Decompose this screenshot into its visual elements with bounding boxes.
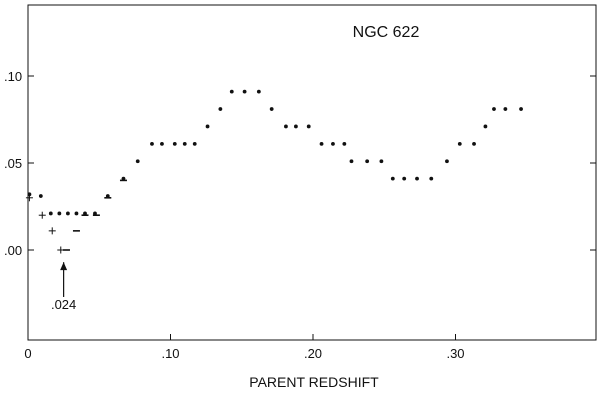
- data-point-dot: [150, 141, 154, 146]
- data-point-dot: [415, 176, 419, 181]
- data-point-dot: [172, 141, 177, 146]
- data-point-dot: [205, 124, 210, 129]
- data-point-dot: [519, 107, 523, 111]
- data-point-dot: [256, 89, 261, 94]
- x-axis: 0 .10 .20 .30: [24, 334, 465, 361]
- plot-frame: [27, 4, 597, 341]
- data-point-dot: [306, 124, 311, 129]
- annotation-arrow-head: [60, 262, 68, 271]
- y-tick-label: .00: [4, 243, 22, 258]
- data-point-dot: [66, 211, 70, 216]
- data-point-dot: [349, 159, 354, 164]
- data-point-dot: [429, 176, 434, 181]
- data-point-dot: [457, 141, 462, 146]
- data-point-dot: [38, 194, 43, 198]
- y-tick-label: .10: [4, 69, 22, 84]
- data-points: [25, 89, 523, 254]
- data-point-dot: [284, 124, 288, 129]
- data-point-dot: [294, 124, 298, 129]
- data-point-dot: [483, 124, 488, 129]
- data-point-plus: [38, 211, 46, 219]
- y-tick-label: .05: [4, 156, 22, 171]
- data-point-dot: [182, 141, 187, 146]
- data-point-plus: [48, 227, 56, 235]
- x-axis-title: PARENT REDSHIFT: [249, 374, 379, 390]
- data-point-dot: [503, 107, 508, 111]
- data-point-dot: [445, 159, 449, 164]
- annotation-label: .024: [51, 297, 76, 312]
- data-point-dot: [242, 89, 247, 94]
- data-point-dot: [365, 159, 370, 164]
- data-point-plus: [25, 194, 33, 202]
- x-tick-label: .30: [446, 346, 464, 361]
- x-tick-label: .10: [161, 346, 179, 361]
- data-point-dot: [472, 141, 476, 146]
- y-axis: .00 .05 .10: [4, 69, 596, 258]
- x-tick-label: 0: [24, 346, 31, 361]
- data-point-dot: [402, 176, 407, 181]
- data-point-dot: [269, 107, 274, 111]
- annotations: .024: [51, 262, 76, 312]
- data-point-dot: [229, 89, 234, 94]
- data-point-dot: [192, 141, 197, 146]
- data-point-dot: [74, 211, 79, 216]
- data-point-dot: [319, 141, 324, 146]
- chart-title: NGC 622: [353, 24, 420, 41]
- data-point-dot: [160, 141, 164, 146]
- data-point-dot: [218, 107, 223, 111]
- data-point-dot: [379, 159, 384, 164]
- data-point-dot: [48, 211, 53, 216]
- data-point-dot: [390, 176, 395, 181]
- plot-border: [27, 4, 597, 341]
- data-point-dot: [492, 107, 496, 111]
- data-point-dot: [135, 159, 140, 164]
- data-point-dot: [331, 141, 335, 146]
- x-tick-label: .20: [304, 346, 322, 361]
- data-point-dot: [342, 141, 347, 146]
- data-point-dot: [57, 211, 62, 216]
